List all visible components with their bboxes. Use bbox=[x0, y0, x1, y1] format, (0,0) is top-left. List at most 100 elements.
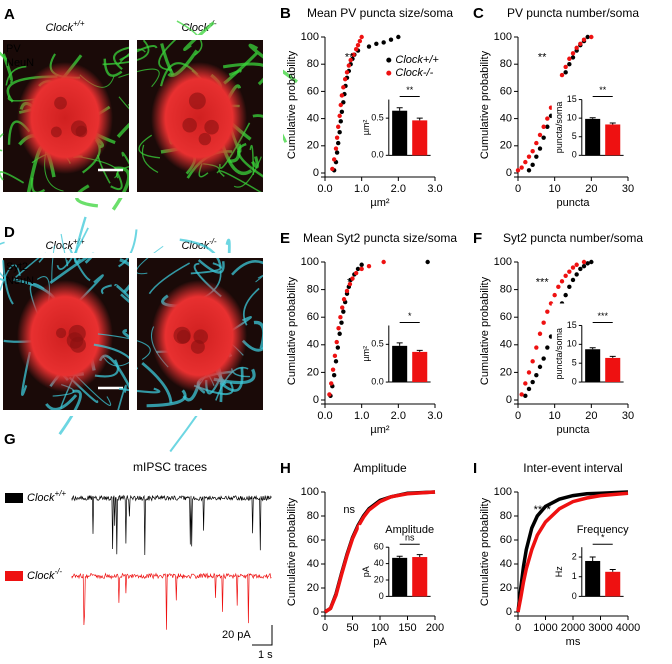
cdf-point bbox=[348, 57, 353, 63]
legend-label-sup: +/+ bbox=[55, 489, 67, 498]
cdf-point bbox=[353, 270, 359, 276]
cdf-point bbox=[347, 281, 353, 287]
image-caption-base: Clock bbox=[45, 240, 73, 252]
cdf-point bbox=[523, 159, 528, 165]
trace-title: mIPSC traces bbox=[133, 460, 207, 474]
soma bbox=[17, 62, 113, 174]
y-tick-label: 100 bbox=[494, 256, 512, 268]
inset-bar bbox=[585, 118, 601, 156]
y-axis-label: Cumulative probability bbox=[286, 497, 298, 606]
legend-marker bbox=[386, 57, 392, 63]
cdf-point bbox=[359, 266, 364, 272]
cdf-point bbox=[570, 55, 576, 60]
cdf-point bbox=[585, 261, 590, 266]
inset-y-tick-label: 10 bbox=[567, 113, 577, 123]
cdf-point bbox=[567, 61, 572, 67]
micrograph bbox=[0, 216, 158, 436]
cdf-point bbox=[578, 266, 583, 272]
fiber bbox=[233, 156, 262, 188]
nucleolus bbox=[50, 126, 62, 138]
image-caption-base: Clock bbox=[181, 240, 209, 252]
legend-label-base: Clock bbox=[27, 492, 55, 504]
cdf-point bbox=[563, 64, 568, 70]
cdf-point bbox=[425, 259, 430, 265]
panel-label: G bbox=[4, 431, 16, 448]
cdf-point bbox=[346, 63, 352, 68]
y-tick-label: 0 bbox=[506, 167, 512, 179]
channel-label: PV bbox=[6, 43, 21, 55]
y-tick-label: 20 bbox=[500, 366, 512, 378]
cdf-point bbox=[366, 263, 372, 269]
cdf-point bbox=[545, 116, 550, 121]
x-tick-label: 0 bbox=[322, 622, 328, 634]
gutter bbox=[263, 36, 283, 196]
cdf-point bbox=[334, 339, 339, 345]
fiber bbox=[179, 238, 222, 269]
cdf-point bbox=[366, 44, 372, 49]
inset-y-tick-label: 15 bbox=[567, 94, 577, 104]
cdf-point bbox=[526, 168, 532, 173]
error-bar bbox=[609, 568, 616, 572]
inset-bar bbox=[412, 557, 428, 597]
fiber bbox=[148, 262, 190, 295]
cdf-point bbox=[359, 34, 364, 40]
fiber bbox=[141, 361, 173, 404]
cdf-point bbox=[526, 370, 532, 375]
inset-bar bbox=[392, 110, 408, 156]
x-tick-label: 100 bbox=[371, 622, 389, 634]
cdf-point bbox=[541, 124, 546, 129]
y-tick-label: 80 bbox=[307, 284, 319, 296]
inset-bar bbox=[585, 349, 601, 383]
cdf-point bbox=[530, 379, 535, 385]
cdf-point bbox=[578, 41, 583, 46]
gutter bbox=[129, 36, 137, 196]
fiber bbox=[75, 184, 99, 208]
x-tick-label: 0 bbox=[515, 183, 521, 195]
inset-bar bbox=[605, 571, 621, 597]
fiber bbox=[102, 39, 150, 66]
chart-title: Mean Syt2 puncta size/soma bbox=[303, 231, 457, 245]
x-tick-label: 3.0 bbox=[427, 183, 442, 195]
cdf-point bbox=[333, 359, 339, 364]
y-tick-label: 100 bbox=[301, 31, 319, 43]
cdf-point bbox=[338, 315, 343, 320]
image-caption-base: Clock bbox=[45, 22, 73, 34]
x-tick-label: 0 bbox=[515, 410, 521, 422]
legend-marker bbox=[386, 70, 392, 76]
x-axis-label: µm² bbox=[370, 424, 390, 436]
cdf-point bbox=[388, 37, 394, 42]
y-tick-label: 0 bbox=[506, 394, 512, 406]
cdf-point bbox=[357, 38, 363, 44]
y-axis-label: Cumulative probability bbox=[479, 276, 491, 385]
error-bar bbox=[396, 107, 403, 111]
y-tick-label: 0 bbox=[313, 167, 319, 179]
fiber bbox=[248, 43, 298, 84]
y-tick-label: 80 bbox=[500, 510, 512, 522]
legend-label: Clock+/+ bbox=[27, 489, 66, 504]
fiber bbox=[60, 233, 69, 267]
fiber bbox=[119, 45, 158, 62]
cdf-point bbox=[338, 119, 343, 124]
cdf-point bbox=[556, 284, 561, 290]
channel-label: Syt2 bbox=[6, 261, 28, 273]
cdf-point bbox=[570, 51, 576, 56]
cdf-point bbox=[534, 345, 539, 350]
x-axis-label: pA bbox=[373, 636, 387, 648]
cdf-point bbox=[530, 162, 535, 168]
cdf-point bbox=[559, 72, 565, 78]
fiber bbox=[118, 387, 161, 394]
channel-label: NeuN bbox=[6, 275, 34, 287]
cdf-point bbox=[567, 269, 572, 274]
trace bbox=[71, 572, 272, 630]
panel-label: I bbox=[473, 460, 477, 477]
cdf-point bbox=[570, 277, 576, 283]
y-tick-label: 40 bbox=[500, 113, 512, 125]
nucleolus bbox=[204, 119, 219, 135]
significance: * bbox=[601, 533, 605, 543]
panel-label: D bbox=[4, 224, 15, 241]
inset-bar bbox=[392, 557, 408, 597]
cdf-point bbox=[563, 70, 568, 75]
error-bar bbox=[396, 555, 403, 558]
cdf-point bbox=[350, 276, 355, 281]
error-bar bbox=[609, 122, 616, 125]
